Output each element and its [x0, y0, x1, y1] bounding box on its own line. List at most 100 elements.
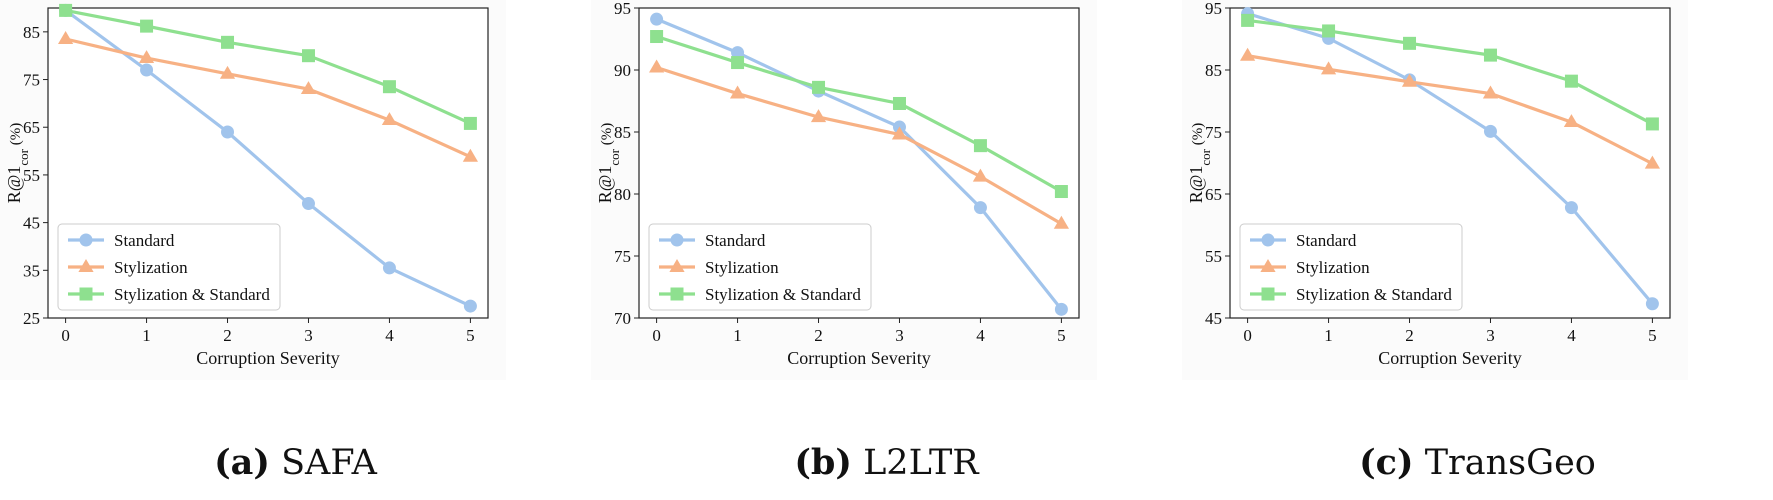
- x-tick-label-a: 2: [223, 326, 232, 345]
- data-point-triangle-a: [462, 148, 478, 162]
- y-axis-label-c: R@1cor (%): [1186, 123, 1213, 203]
- legend-marker-triangle-c: [1260, 259, 1276, 272]
- data-point-circle-a: [221, 125, 235, 139]
- chart-panel-c: 45 55 65 75 85 95 0 1 2 3 4 5 Corruption Severity R@1…: [1182, 0, 1773, 500]
- data-point-square-b: [731, 56, 745, 70]
- legend-label-b: Stylization & Standard: [705, 285, 861, 304]
- x-tick-label-b: 3: [895, 326, 904, 345]
- legend-label-b: Stylization: [705, 258, 779, 277]
- y-tick-label-b: 75: [614, 247, 631, 266]
- data-point-square-b: [650, 30, 664, 44]
- data-point-triangle-a: [381, 112, 398, 126]
- x-tick-label-c: 2: [1405, 326, 1414, 345]
- data-point-circle-b: [973, 201, 987, 215]
- y-tick-label-b: 85: [614, 123, 631, 142]
- x-tick-label-a: 0: [61, 326, 70, 345]
- data-point-circle-c: [1483, 124, 1497, 138]
- panel-tag-a: (a): [214, 442, 270, 483]
- data-point-triangle-b: [729, 85, 746, 99]
- x-tick-label-a: 4: [385, 326, 394, 345]
- legend-marker-circle-b: [670, 233, 684, 247]
- x-tick-label-c: 4: [1567, 326, 1576, 345]
- series-line-a: [65, 8, 472, 125]
- panel-caption-b: (b) L2LTR: [591, 442, 1182, 483]
- legend-marker-triangle-a: [78, 259, 94, 272]
- chart-svg-b: 70 75 80 85 90 95 0 1 2 3 4 5 Corruption Severity R@1…: [591, 0, 1097, 380]
- data-point-triangle-b: [972, 168, 989, 182]
- data-point-square-a: [382, 80, 396, 94]
- data-point-triangle-a: [219, 65, 236, 79]
- x-tick-label-a: 5: [466, 326, 475, 345]
- data-point-square-b: [812, 80, 826, 94]
- data-point-triangle-a: [300, 81, 317, 95]
- x-tick-label-b: 4: [976, 326, 985, 345]
- data-point-triangle-a: [138, 50, 155, 64]
- x-tick-label-b: 2: [814, 326, 823, 345]
- legend-marker-triangle-b: [669, 259, 685, 272]
- y-axis-label-b: R@1cor (%): [595, 123, 622, 203]
- panel-name-a: SAFA: [281, 443, 377, 483]
- legend-box-b: [648, 223, 872, 311]
- chart-panel-b: 70 75 80 85 90 95 0 1 2 3 4 5 Corruption Severity R@1…: [591, 0, 1182, 500]
- y-axis-label-a: R@1cor (%): [4, 123, 31, 203]
- data-point-triangle-b: [810, 109, 827, 123]
- y-tick-label-c: 75: [1205, 123, 1222, 142]
- data-point-square-c: [1241, 13, 1255, 27]
- x-tick-label-b: 1: [733, 326, 742, 345]
- data-point-triangle-a: [58, 31, 74, 44]
- x-tick-label-c: 3: [1486, 326, 1495, 345]
- x-tick-label-a: 1: [142, 326, 151, 345]
- data-point-square-c: [1322, 24, 1336, 38]
- data-point-triangle-c: [1401, 73, 1418, 87]
- x-tick-label-b: 0: [652, 326, 661, 345]
- series-line-b: [656, 65, 1063, 226]
- series-square-a: [59, 3, 477, 130]
- data-point-square-c: [1483, 48, 1497, 62]
- y-tick-label-b: 90: [614, 61, 631, 80]
- y-tick-label-a: 25: [23, 309, 40, 328]
- data-point-circle-c: [1564, 201, 1578, 215]
- y-tick-label-a: 65: [23, 118, 40, 137]
- data-point-triangle-b: [649, 59, 665, 73]
- data-point-square-a: [140, 19, 154, 33]
- x-axis-label-c: Corruption Severity: [1378, 348, 1521, 368]
- panel-name-b: L2LTR: [863, 443, 979, 483]
- data-point-square-b: [1054, 185, 1068, 199]
- data-point-triangle-b: [891, 126, 908, 140]
- legend-box-c: [1239, 223, 1463, 311]
- y-tick-label-a: 55: [23, 166, 40, 185]
- data-point-square-b: [892, 96, 906, 110]
- series-triangle-b: [649, 59, 1069, 229]
- series-circle-a: [59, 3, 477, 313]
- data-point-square-c: [1645, 117, 1659, 131]
- legend-marker-circle-c: [1261, 233, 1275, 247]
- legend-label-a: Stylization: [114, 258, 188, 277]
- series-line-c: [1247, 18, 1654, 126]
- y-tick-label-b: 95: [614, 0, 631, 18]
- x-axis-label-b: Corruption Severity: [787, 348, 930, 368]
- x-tick-label-a: 3: [304, 326, 313, 345]
- y-tick-label-a: 75: [23, 71, 40, 90]
- data-point-circle-a: [463, 299, 477, 313]
- panel-caption-a: (a) SAFA: [0, 442, 591, 483]
- legend-box-a: [57, 223, 281, 311]
- data-point-circle-b: [731, 46, 745, 60]
- series-line-b: [655, 17, 1063, 311]
- data-point-square-c: [1403, 36, 1417, 50]
- data-point-triangle-c: [1240, 47, 1256, 61]
- data-point-circle-c: [1645, 297, 1659, 311]
- legend-marker-square-b: [670, 287, 684, 301]
- data-point-triangle-c: [1482, 85, 1499, 99]
- data-point-square-c: [1564, 74, 1578, 88]
- y-tick-label-c: 95: [1205, 0, 1222, 18]
- legend-label-b: Standard: [705, 231, 766, 250]
- y-tick-label-a: 35: [23, 261, 40, 280]
- series-triangle-a: [58, 31, 478, 162]
- series-line-a: [65, 37, 472, 159]
- series-square-c: [1241, 13, 1659, 131]
- data-point-square-a: [59, 3, 73, 17]
- y-tick-label-c: 45: [1205, 309, 1222, 328]
- x-tick-label-c: 0: [1243, 326, 1252, 345]
